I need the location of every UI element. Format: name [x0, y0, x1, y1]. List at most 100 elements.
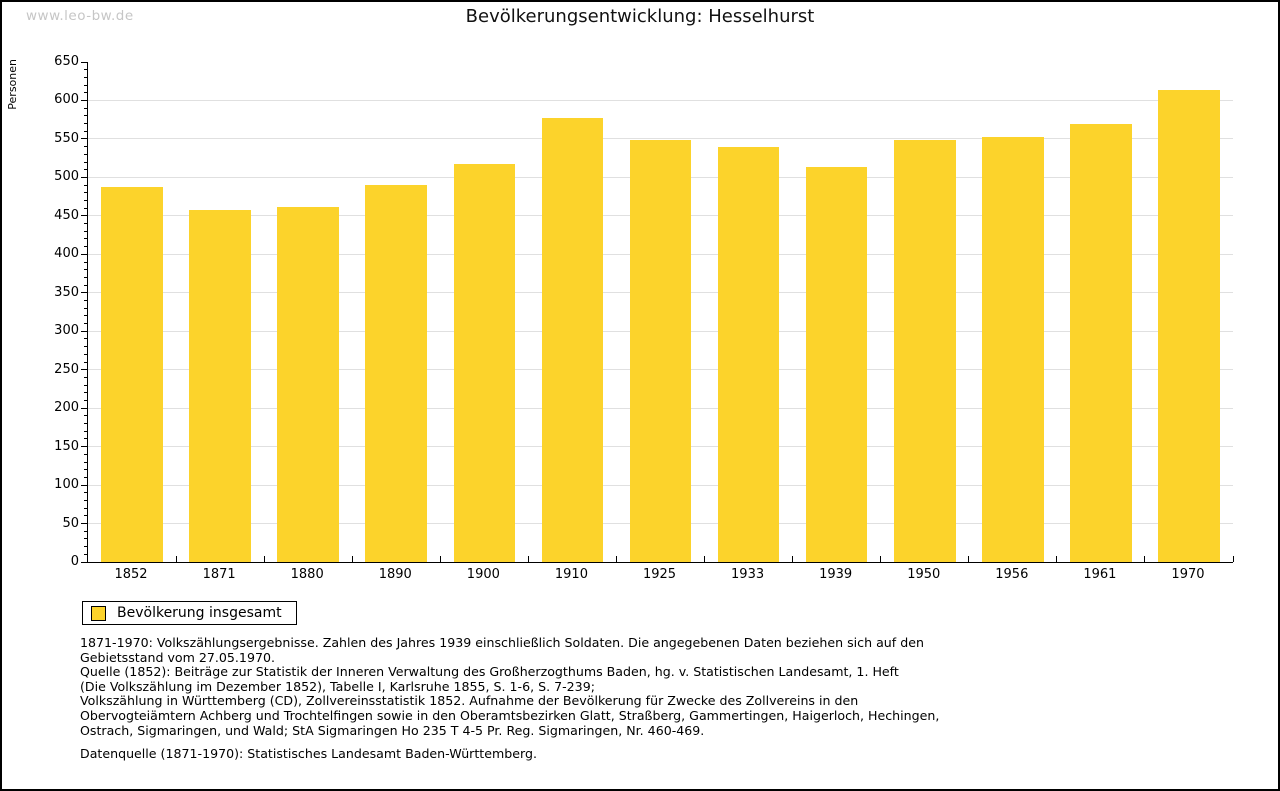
bar-1961 [1070, 124, 1132, 562]
y-minor-tick [84, 107, 88, 109]
y-major-tick [81, 446, 88, 448]
y-major-tick [81, 369, 88, 371]
y-minor-tick [84, 192, 88, 194]
y-minor-tick [84, 238, 88, 240]
x-tick-label: 1956 [995, 567, 1029, 582]
y-minor-tick [84, 338, 88, 340]
x-tick [1056, 556, 1058, 562]
x-tick [880, 556, 882, 562]
bar-1970 [1158, 89, 1220, 562]
bar-slot [969, 62, 1057, 562]
chart-title: Bevölkerungsentwicklung: Hesselhurst [465, 6, 815, 27]
y-minor-tick [84, 415, 88, 417]
gridline [88, 138, 1233, 140]
bar-slot [528, 62, 616, 562]
x-tick [792, 556, 794, 562]
y-tick-label: 150 [54, 438, 79, 454]
y-minor-tick [84, 276, 88, 278]
y-major-tick [81, 99, 88, 101]
y-minor-tick [84, 161, 88, 163]
bar-1880 [277, 206, 340, 562]
bar-1956 [982, 137, 1044, 562]
y-tick-label: 600 [54, 92, 79, 108]
y-major-tick [81, 330, 88, 332]
bar-slot [176, 62, 264, 562]
bar-1939 [805, 167, 868, 562]
y-minor-tick [84, 246, 88, 248]
x-tick [704, 556, 706, 562]
x-tick [351, 556, 353, 562]
x-tick-label: 1933 [731, 567, 765, 582]
y-minor-tick [84, 538, 88, 540]
bars [88, 62, 1233, 562]
x-tick [439, 556, 441, 562]
y-minor-tick [84, 438, 88, 440]
y-tick-label: 650 [54, 54, 79, 69]
x-tick [615, 556, 617, 562]
y-minor-tick [84, 146, 88, 148]
bar-slot [264, 62, 352, 562]
bar-slot [440, 62, 528, 562]
y-tick-label: 100 [54, 477, 79, 493]
x-tick-label: 1950 [907, 567, 941, 582]
x-tick-label: 1900 [466, 567, 500, 582]
bar-1933 [717, 146, 780, 562]
y-minor-tick [84, 223, 88, 225]
footnote-line: (Die Volkszählung im Dezember 1852), Tab… [80, 678, 595, 694]
y-minor-tick [84, 430, 88, 432]
y-tick-label: 400 [54, 246, 79, 262]
y-minor-tick [84, 353, 88, 355]
y-minor-tick [84, 184, 88, 186]
y-minor-tick [84, 492, 88, 494]
y-major-tick [81, 561, 88, 563]
y-minor-tick [84, 284, 88, 286]
y-minor-tick [84, 453, 88, 455]
bar-slot [616, 62, 704, 562]
bar-1910 [541, 118, 604, 562]
y-axis-title: Personen [6, 59, 19, 110]
y-major-tick [81, 215, 88, 217]
y-major-tick [81, 484, 88, 486]
x-tick [527, 556, 529, 562]
x-tick-label: 1925 [642, 567, 677, 582]
y-tick-label: 500 [54, 169, 79, 185]
x-tick [968, 556, 970, 562]
y-minor-tick [84, 499, 88, 501]
y-tick-label: 250 [54, 361, 79, 377]
y-minor-tick [84, 153, 88, 155]
y-minor-tick [84, 261, 88, 263]
bar-slot [1145, 62, 1233, 562]
bar-1890 [365, 185, 428, 562]
y-major-tick [81, 407, 88, 409]
y-major-tick [81, 523, 88, 525]
y-major-tick [81, 61, 88, 63]
y-minor-tick [84, 346, 88, 348]
y-minor-tick [84, 130, 88, 132]
legend-label: Bevölkerung insgesamt [117, 605, 282, 621]
x-tick [1232, 556, 1234, 562]
y-minor-tick [84, 207, 88, 209]
y-minor-tick [84, 323, 88, 325]
bar-1900 [453, 164, 516, 562]
x-tick-label: 1939 [819, 567, 853, 582]
y-minor-tick [84, 169, 88, 171]
x-tick-label: 1880 [290, 567, 324, 582]
x-tick-label: 1961 [1083, 567, 1117, 582]
bar-slot [88, 62, 176, 562]
x-tick-label: 1890 [378, 567, 412, 582]
x-tick [175, 556, 177, 562]
bar-slot [705, 62, 793, 562]
y-tick-label: 300 [54, 323, 79, 339]
y-minor-tick [84, 76, 88, 78]
footnote-line: Quelle (1852): Beiträge zur Statistik de… [80, 664, 899, 680]
footnote-line: Volkszählung in Württemberg (CD), Zollve… [80, 693, 859, 709]
y-minor-tick [84, 553, 88, 555]
plot-area [81, 61, 1234, 563]
bar-slot [881, 62, 969, 562]
bar-1871 [189, 209, 251, 562]
y-tick-label: 50 [62, 515, 79, 531]
footnote-line: Gebietsstand vom 27.05.1970. [80, 649, 275, 665]
y-major-tick [81, 253, 88, 255]
y-axis-labels: 0 50 100 150 200 250 300 350 400 450 500 550 600 650 [38, 54, 82, 569]
y-tick-label: 350 [54, 284, 79, 300]
